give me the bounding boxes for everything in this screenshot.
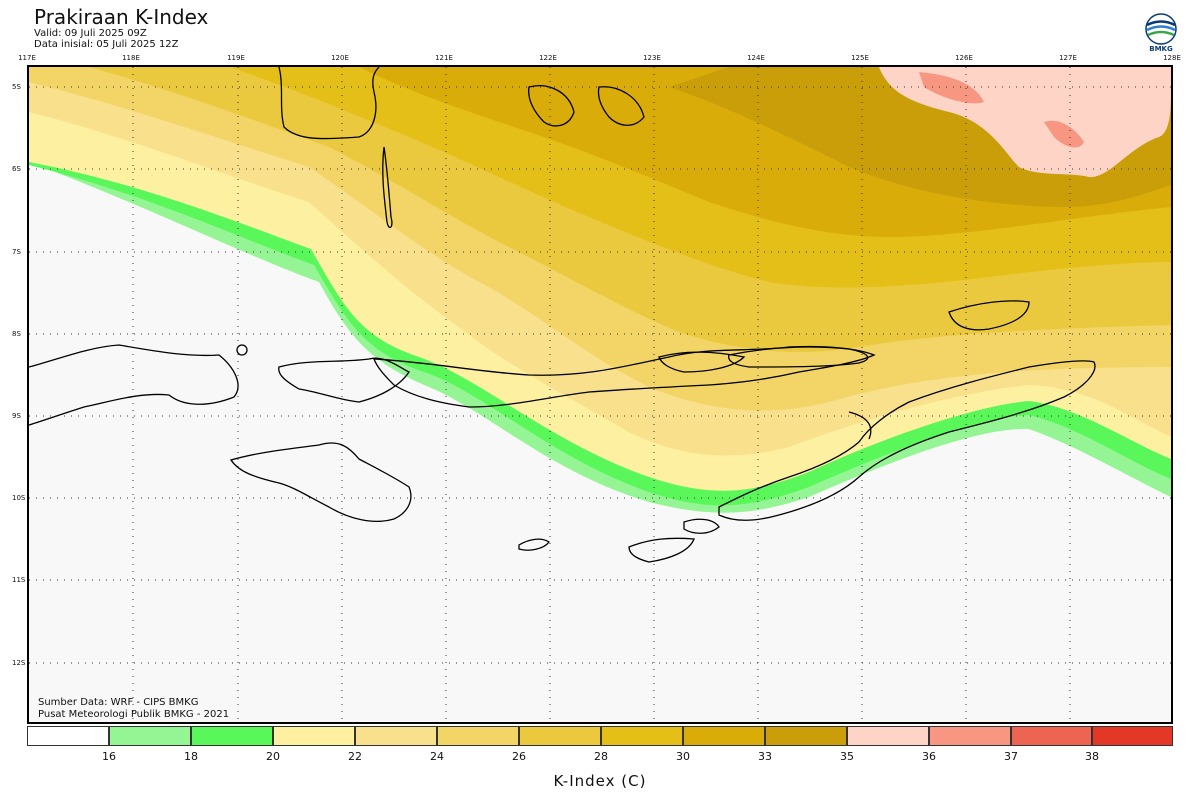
lon-label: 125E	[851, 54, 869, 62]
map-title: Prakiraan K-Index	[34, 5, 209, 29]
band-36-37b	[1044, 120, 1084, 148]
coast-sumbawa	[278, 357, 410, 403]
logo-text: BMKG	[1149, 45, 1173, 53]
colorbar-segment	[765, 726, 847, 746]
lon-label: 119E	[227, 54, 245, 62]
colorbar-segment	[1092, 726, 1173, 746]
lon-label: 126E	[955, 54, 973, 62]
colorbar-segment	[191, 726, 273, 746]
coast-lombok	[29, 344, 239, 426]
colorbar-tick: 37	[1004, 750, 1018, 763]
coastlines	[29, 67, 1096, 563]
colorbar-title: K-Index (C)	[553, 772, 647, 790]
lon-label: 118E	[122, 54, 140, 62]
kindex-map	[29, 67, 1171, 722]
colorbar-tick: 20	[266, 750, 280, 763]
lat-label: 11S	[12, 576, 26, 584]
lon-label: 122E	[539, 54, 557, 62]
colorbar-tick: 28	[594, 750, 608, 763]
colorbar-tick: 38	[1085, 750, 1099, 763]
lon-label: 124E	[747, 54, 765, 62]
credit-producer: Pusat Meteorologi Publik BMKG - 2021	[38, 709, 230, 720]
lat-label: 10S	[12, 494, 26, 502]
colorbar-segment	[437, 726, 519, 746]
coast-selayar	[382, 146, 393, 229]
colorbar-tick: 36	[922, 750, 936, 763]
border-timor	[848, 411, 872, 440]
colorbar-tick: 18	[184, 750, 198, 763]
colorbar-tick: 22	[348, 750, 362, 763]
colorbar-segment	[683, 726, 765, 746]
colorbar-tick: 30	[676, 750, 690, 763]
lat-label: 8S	[12, 330, 21, 338]
init-time: Data inisial: 05 Juli 2025 12Z	[34, 39, 179, 50]
colorbar-segment	[601, 726, 683, 746]
bmkg-emblem-icon	[1145, 13, 1177, 45]
colorbar-segment	[929, 726, 1011, 746]
lon-label: 120E	[331, 54, 349, 62]
lon-label: 128E	[1163, 54, 1181, 62]
colorbar-segment	[847, 726, 929, 746]
lon-label: 123E	[643, 54, 661, 62]
band-36-37	[919, 72, 984, 104]
lat-label: 12S	[12, 659, 26, 667]
coast-sulawesi-south	[278, 67, 380, 140]
coast-rote	[683, 518, 720, 534]
colorbar-tick: 16	[102, 750, 116, 763]
coast-sumba	[229, 442, 412, 522]
valid-time: Valid: 09 Juli 2025 09Z	[34, 28, 147, 39]
colorbar-tick: 26	[512, 750, 526, 763]
colorbar-tick: 24	[430, 750, 444, 763]
lat-label: 6S	[12, 165, 21, 173]
coast-babar	[948, 300, 1030, 331]
colorbar-segment	[355, 726, 437, 746]
colorbar-segment	[273, 726, 355, 746]
coast-flores	[373, 345, 876, 408]
coast-alor	[658, 351, 746, 373]
colorbar-tick: 35	[840, 750, 854, 763]
colorbar-segment	[27, 726, 109, 746]
coast-sawu	[518, 538, 550, 551]
lat-label: 7S	[12, 248, 21, 256]
map-header: Prakiraan K-Index Valid: 09 Juli 2025 09…	[34, 6, 208, 50]
coast-muna	[597, 86, 645, 126]
colorbar-segment	[109, 726, 191, 746]
lat-label: 9S	[12, 412, 21, 420]
coast-semau	[628, 537, 695, 563]
lon-label: 117E	[18, 54, 36, 62]
lon-label: 121E	[435, 54, 453, 62]
coast-wetar	[728, 346, 869, 368]
lat-label: 5S	[12, 83, 21, 91]
coast-timor	[718, 360, 1096, 521]
credit-source: Sumber Data: WRF - CIPS BMKG	[38, 697, 199, 708]
lon-label: 127E	[1059, 54, 1077, 62]
colorbar-segment	[519, 726, 601, 746]
colorbar-tick: 33	[758, 750, 772, 763]
colorbar-segment	[1011, 726, 1092, 746]
coast-buton	[528, 85, 575, 127]
bmkg-logo-icon: BMKG	[1143, 12, 1179, 56]
map-canvas[interactable]	[27, 65, 1173, 724]
